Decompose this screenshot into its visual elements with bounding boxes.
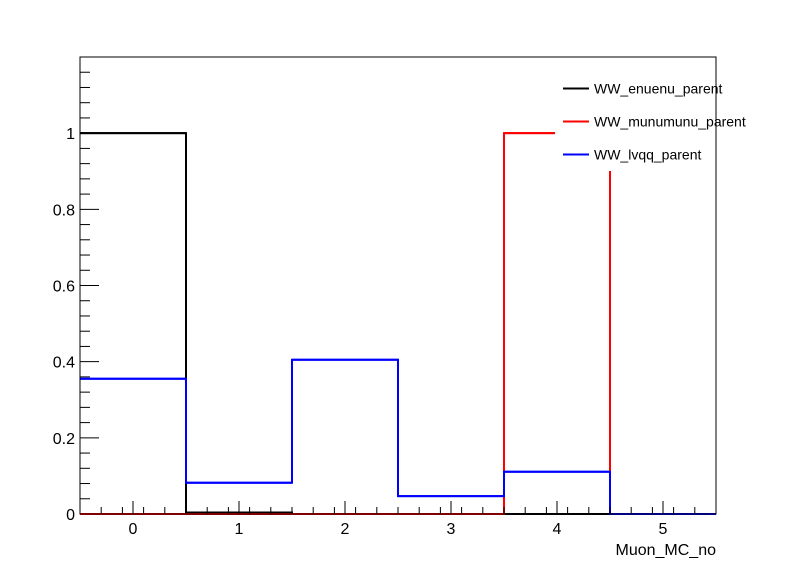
legend-entry: WW_enuenu_parent	[563, 81, 723, 97]
x-tick-label: 1	[235, 521, 244, 538]
series-line	[80, 358, 716, 515]
x-tick-label: 4	[553, 521, 562, 538]
legend-entry: WW_munumunu_parent	[563, 114, 746, 130]
y-tick-label: 0	[66, 507, 75, 524]
y-tick-label: 1	[66, 126, 75, 143]
x-tick-label: 3	[447, 521, 456, 538]
legend-entry: WW_lvqq_parent	[563, 147, 701, 163]
x-axis-title: Muon_MC_no	[616, 542, 717, 559]
axis-layer: 0 1 2 3 4 5 0 0.2 0.4 0.6 0.8 1	[53, 71, 717, 538]
x-tick-label: 5	[659, 521, 668, 538]
y-tick-label: 0.6	[53, 279, 75, 296]
y-tick-label: 0.8	[53, 202, 75, 219]
legend-label: WW_enuenu_parent	[594, 81, 723, 97]
legend: WW_enuenu_parent WW_munumunu_parent WW_lvq…	[555, 72, 746, 171]
legend-label: WW_munumunu_parent	[594, 114, 746, 130]
y-tick-label: 0.4	[53, 355, 75, 372]
x-tick-label: 0	[129, 521, 138, 538]
y-tick-label: 0.2	[53, 431, 75, 448]
x-tick-label: 2	[341, 521, 350, 538]
legend-label: WW_lvqq_parent	[594, 147, 701, 163]
